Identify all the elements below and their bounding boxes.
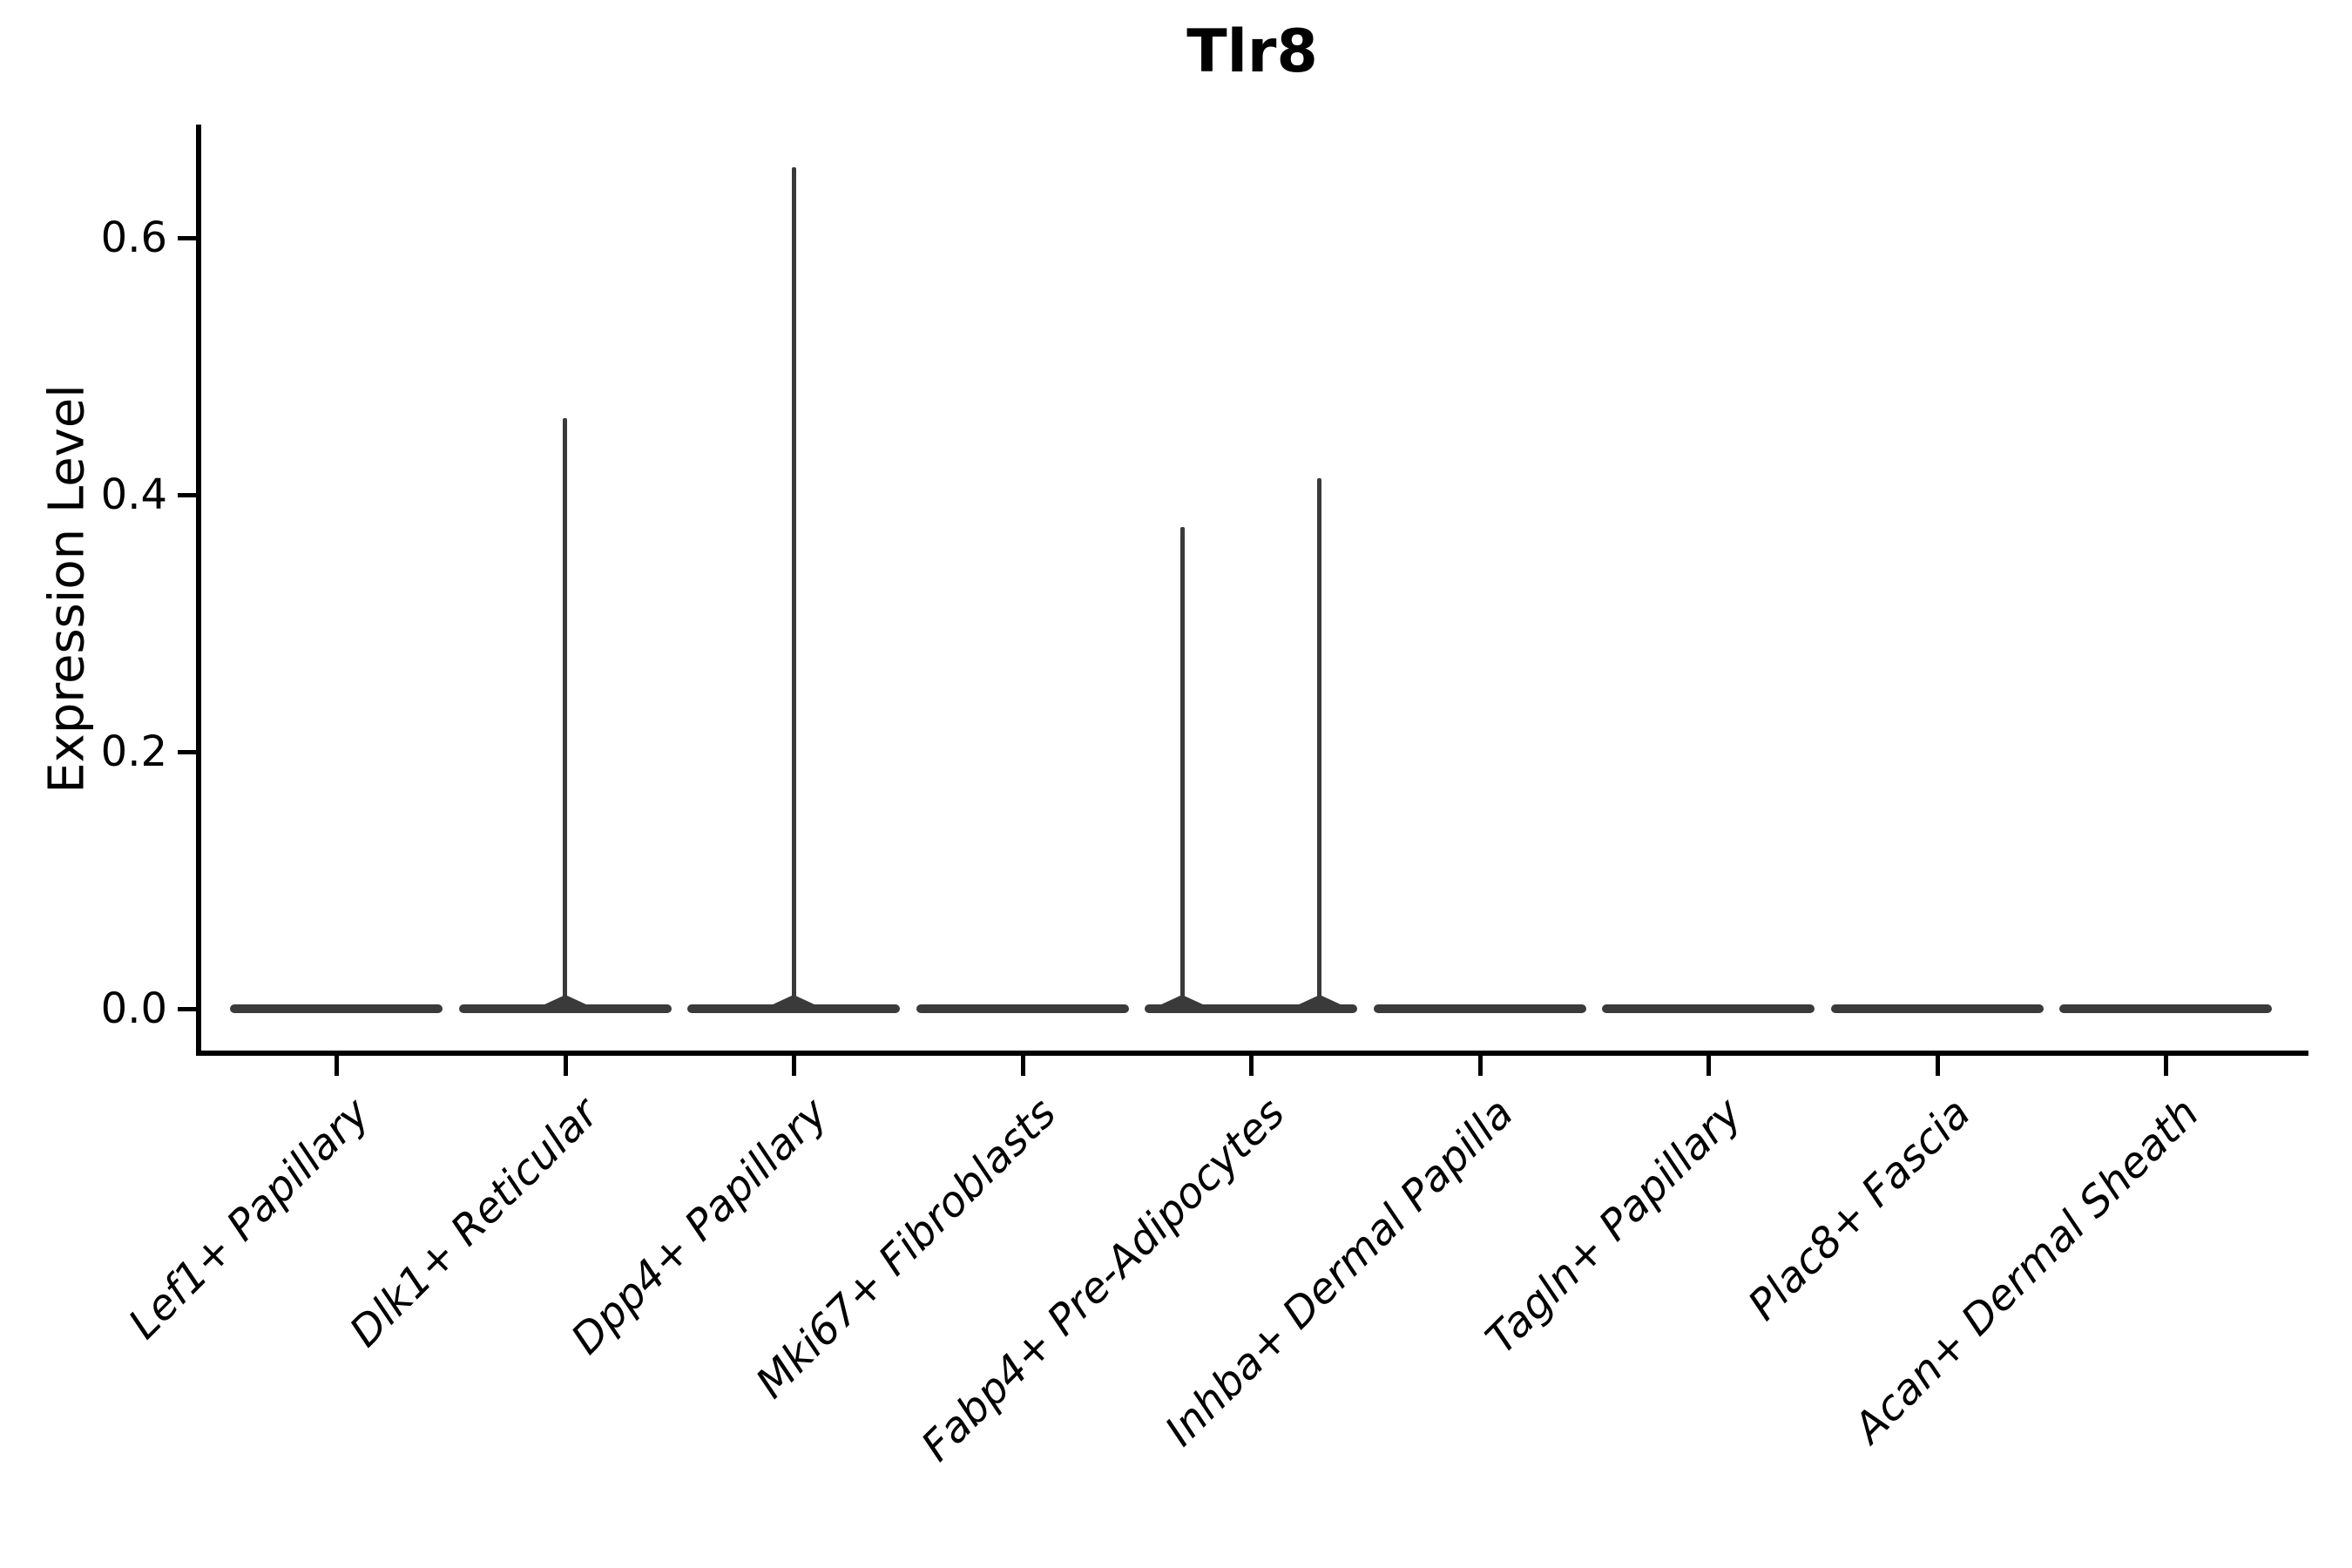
violin-body — [1830, 1004, 2044, 1013]
violin-body — [687, 1004, 900, 1013]
y-tick-label: 0.0 — [100, 984, 167, 1033]
x-tick-label: Fabp4+ Pre-Adipocytes — [911, 1088, 1294, 1471]
x-tick-label: Dlk1+ Reticular — [340, 1088, 608, 1357]
x-tick-label: Dpp4+ Papillary — [561, 1088, 837, 1364]
violin-flare — [1159, 995, 1206, 1005]
violin-body — [1373, 1004, 1586, 1013]
plot-title: Tlr8 — [1186, 17, 1318, 86]
y-tick — [178, 493, 197, 497]
x-tick-label: Plac8+ Fascia — [1739, 1088, 1980, 1330]
x-tick — [792, 1053, 796, 1076]
y-tick-label: 0.2 — [100, 727, 167, 776]
y-tick — [178, 1007, 197, 1011]
y-axis-spine — [196, 125, 201, 1056]
violin-spike — [791, 166, 796, 1009]
x-tick — [1249, 1053, 1254, 1076]
violin-body — [916, 1004, 1129, 1013]
x-tick — [563, 1053, 568, 1076]
x-tick — [2164, 1053, 2168, 1076]
x-tick-label: Tagln+ Papillary — [1477, 1088, 1752, 1364]
violin-spike — [563, 417, 567, 1009]
x-tick — [1477, 1053, 1483, 1076]
violin-body — [2059, 1004, 2272, 1013]
violin-flare — [542, 995, 588, 1005]
y-tick — [178, 750, 197, 754]
violin-body — [1602, 1004, 1815, 1013]
violin-spike — [1317, 477, 1322, 1009]
x-tick — [1707, 1053, 1711, 1076]
violin-flare — [1296, 995, 1342, 1005]
y-tick-label: 0.4 — [100, 470, 167, 519]
x-tick — [1020, 1053, 1025, 1076]
x-tick-label: Lef1+ Papillary — [119, 1088, 380, 1348]
y-tick-label: 0.6 — [100, 213, 167, 262]
violin-body — [1145, 1004, 1357, 1013]
violin-body — [458, 1004, 672, 1013]
violin-flare — [771, 995, 816, 1005]
x-tick — [335, 1053, 339, 1076]
violin-body — [230, 1004, 443, 1013]
violin-spike — [1179, 526, 1185, 1009]
x-tick — [1935, 1053, 1940, 1076]
y-tick — [178, 236, 197, 240]
